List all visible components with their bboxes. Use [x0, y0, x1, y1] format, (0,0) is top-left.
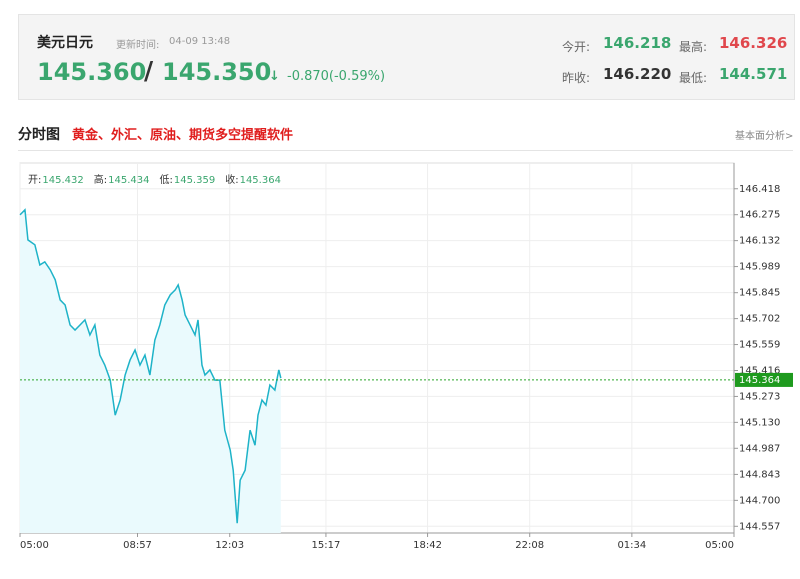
ohlc-value: 145.434	[108, 175, 149, 186]
stat-value: 146.218	[603, 34, 672, 52]
x-tick-label: 18:42	[413, 540, 442, 551]
ask-price: 145.350	[162, 58, 272, 86]
ohlc-label: 开:	[28, 175, 41, 186]
y-tick-label: 145.989	[739, 262, 780, 273]
y-tick-label: 144.987	[739, 443, 780, 454]
x-tick-label: 12:03	[215, 540, 244, 551]
update-label: 更新时间:	[116, 40, 160, 51]
y-tick-label: 145.702	[739, 314, 780, 325]
y-tick-label: 145.130	[739, 417, 780, 428]
x-tick-label: 01:34	[617, 540, 646, 551]
stat-value: 146.326	[719, 34, 788, 52]
y-tick-label: 146.418	[739, 184, 780, 195]
stat-label: 最高:	[679, 40, 708, 54]
y-tick-label: 144.700	[739, 495, 780, 506]
y-tick-label: 145.845	[739, 288, 780, 299]
ohlc-label: 高:	[94, 173, 107, 186]
y-tick-label: 145.273	[739, 391, 780, 402]
update-time: 04-09 13:48	[169, 36, 231, 47]
y-tick-label: 145.559	[739, 340, 780, 351]
y-tick-label: 145.416	[739, 365, 780, 376]
ohlc-value: 145.359	[174, 175, 215, 186]
promo-link[interactable]: 黄金、外汇、原油、期货多空提醒软件	[72, 128, 294, 143]
stat-label: 昨收:	[562, 71, 591, 85]
down-arrow: ↓	[269, 69, 280, 84]
x-tick-label: 08:57	[123, 540, 152, 551]
bid-price: 145.360	[37, 58, 147, 86]
ohlc-value: 145.364	[240, 175, 281, 186]
area-fill	[20, 209, 281, 533]
analysis-link[interactable]: 基本面分析>	[735, 131, 794, 142]
x-tick-label: 05:00	[705, 540, 734, 551]
stat-value: 146.220	[603, 65, 672, 83]
y-tick-label: 144.843	[739, 469, 780, 480]
symbol: 美元日元	[37, 35, 93, 51]
change: -0.870(-0.59%)	[287, 69, 386, 84]
x-tick-label: 05:00	[20, 540, 49, 551]
stat-label: 最低:	[679, 71, 708, 85]
y-tick-label: 144.557	[739, 521, 780, 532]
stat-label: 今开:	[562, 40, 591, 54]
x-tick-label: 15:17	[312, 540, 341, 551]
ohlc-value: 145.432	[42, 175, 83, 186]
section-title: 分时图	[18, 127, 60, 143]
y-tick-label: 146.275	[739, 210, 780, 221]
x-tick-label: 22:08	[515, 540, 544, 551]
ohlc-label: 收:	[225, 173, 238, 186]
current-price-label: 145.364	[739, 375, 780, 386]
y-tick-label: 146.132	[739, 236, 780, 247]
separator: /	[144, 56, 154, 85]
divider	[18, 150, 793, 151]
price-line	[19, 208, 282, 524]
current-price-box	[735, 372, 793, 387]
ohlc-label: 低:	[159, 173, 172, 186]
quote-panel: 美元日元 更新时间: 04-09 13:48 145.360 / 145.350…	[18, 14, 795, 100]
stat-value: 144.571	[719, 65, 788, 83]
